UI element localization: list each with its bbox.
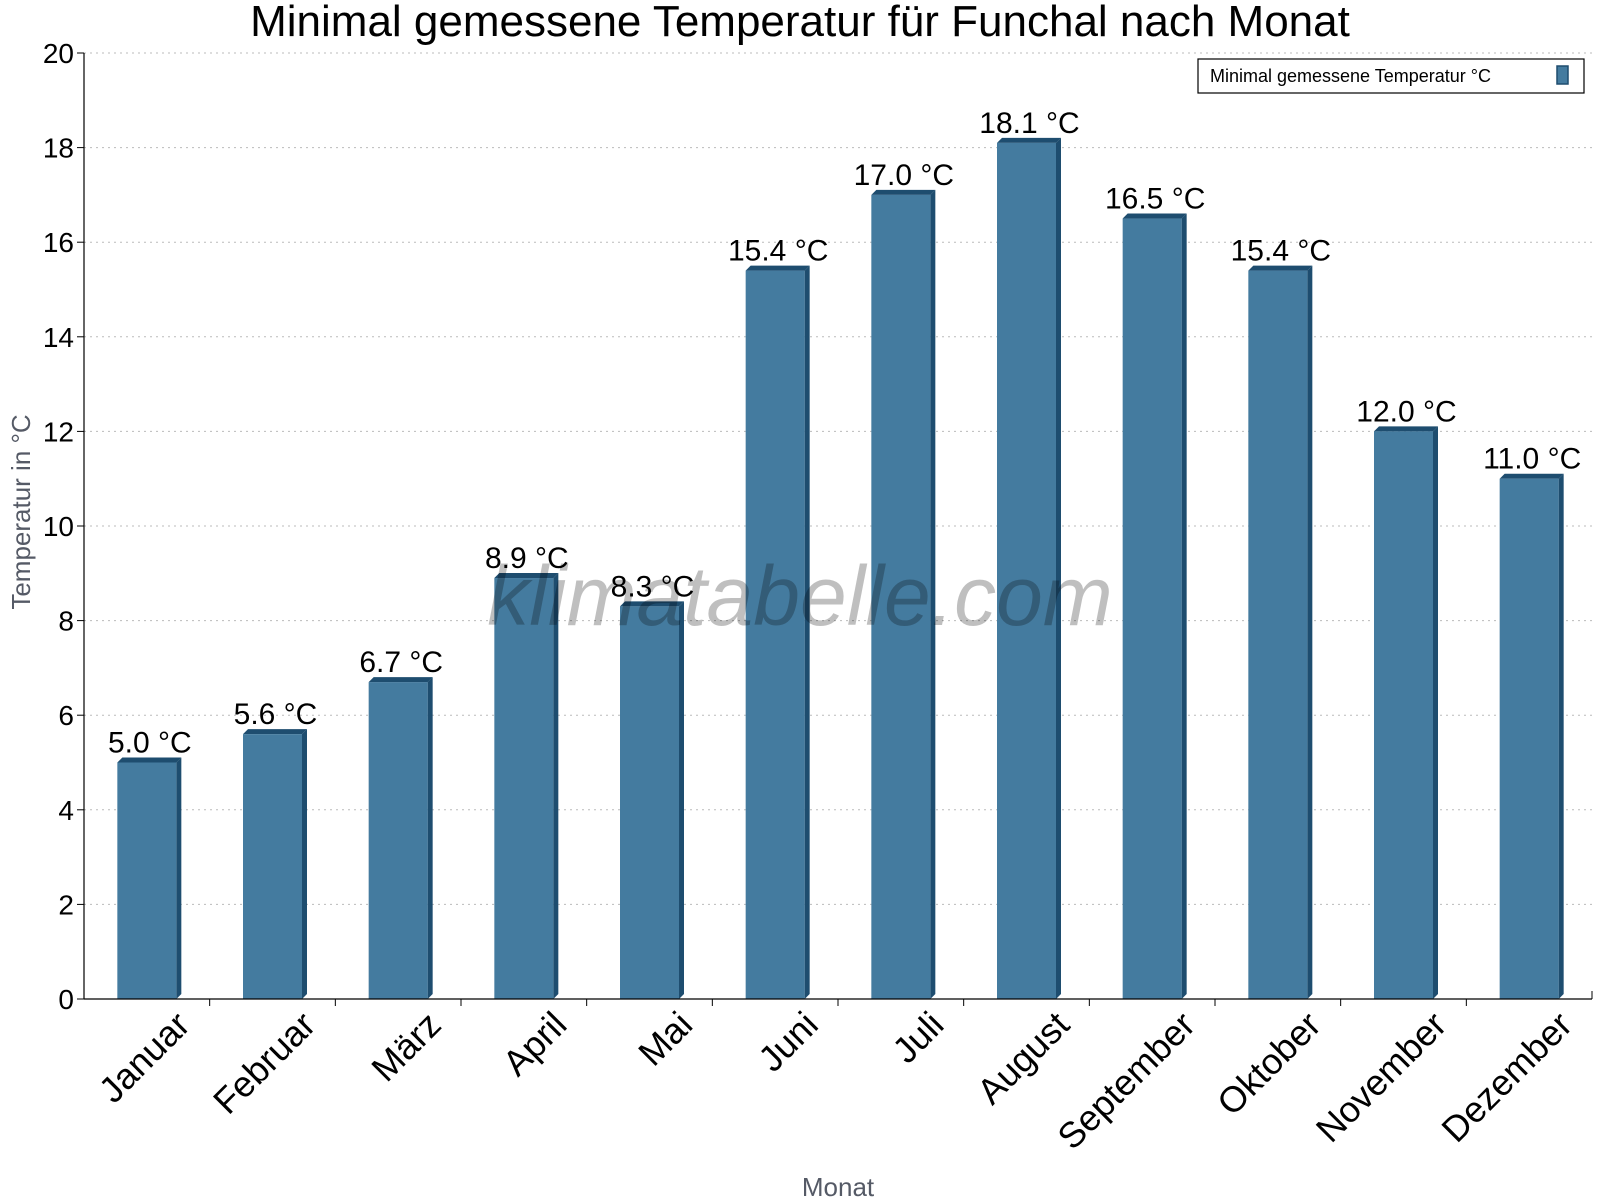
legend-label: Minimal gemessene Temperatur °C: [1210, 66, 1491, 86]
bar-front: [1374, 431, 1433, 999]
x-tick-label: November: [1308, 1004, 1454, 1150]
x-tick-label: August: [969, 1004, 1077, 1112]
bar-front: [1248, 270, 1308, 1000]
bar-oktober: [1248, 265, 1313, 1000]
bar-september: [1122, 213, 1187, 1000]
bar-top: [117, 757, 182, 763]
x-tick-label: Juli: [884, 1004, 951, 1071]
bar-top: [1248, 265, 1313, 271]
bar-top: [620, 601, 684, 607]
bar-dezember: [1499, 473, 1564, 999]
data-label: 16.5 °C: [1105, 183, 1205, 216]
x-tick-label: Dezember: [1433, 1004, 1579, 1150]
data-label: 12.0 °C: [1356, 395, 1456, 428]
bar-front: [1122, 218, 1182, 1000]
bar-front: [745, 270, 805, 1000]
bar-front: [620, 606, 679, 999]
bar-top: [1499, 473, 1564, 479]
x-axis-label: Monat: [802, 1172, 875, 1200]
axes: [77, 52, 1593, 1006]
bar-side: [1181, 213, 1187, 1000]
x-tick-label: September: [1049, 1004, 1203, 1158]
x-tick-label: Februar: [205, 1004, 323, 1122]
bar-top: [368, 677, 433, 683]
y-tick-label: 20: [43, 38, 74, 69]
bar-side: [1433, 426, 1438, 999]
bar-front: [368, 682, 428, 999]
y-tick-label: 8: [58, 606, 74, 637]
bar-märz: [368, 677, 433, 999]
bar-side: [176, 757, 182, 999]
y-tick-label: 16: [43, 227, 74, 258]
bar-juni: [745, 265, 810, 1000]
bar-top: [997, 137, 1061, 143]
bar-top: [1122, 213, 1187, 219]
x-tick-labels: Januar Februar März April Mai Juni Juli AugustS…: [91, 1004, 1580, 1158]
data-label: 18.1 °C: [979, 107, 1079, 140]
x-tick-label: April: [495, 1004, 575, 1084]
bar-top: [1374, 426, 1438, 432]
y-tick-labels: 0 2 4 6 8 10 12 14 16 18 20: [43, 38, 74, 1015]
y-tick-label: 10: [43, 511, 74, 542]
x-tick-label: Mai: [630, 1004, 700, 1074]
bar-top: [243, 729, 307, 735]
gridlines: [84, 52, 1592, 905]
bar-august: [997, 137, 1061, 999]
data-labels: 5.0 °C 5.6 °C 6.7 °C 8.9 °C 8.3 °C 15.4 °C 17.…: [108, 107, 1581, 760]
data-label: 5.6 °C: [234, 698, 318, 731]
bar-side: [1307, 265, 1313, 1000]
chart-title: Minimal gemessene Temperatur für Funchal…: [250, 0, 1350, 46]
bar-front: [997, 142, 1056, 999]
data-label: 15.4 °C: [1231, 235, 1331, 268]
bar-side: [1056, 137, 1061, 999]
bar-top: [871, 189, 936, 195]
bar-front: [117, 762, 177, 999]
bar-mai: [620, 601, 684, 999]
bar-front: [1499, 478, 1559, 999]
bar-top: [745, 265, 810, 271]
y-tick-label: 2: [58, 889, 74, 920]
bar-side: [427, 677, 433, 999]
data-label: 15.4 °C: [728, 235, 828, 268]
legend-box: [1197, 58, 1585, 94]
x-tick-label: März: [363, 1004, 449, 1090]
watermark: klimatabelle.com: [487, 549, 1113, 643]
y-tick-label: 14: [43, 322, 74, 353]
bar-januar: [117, 757, 182, 999]
data-label: 8.9 °C: [485, 542, 569, 575]
x-tick-label: Juni: [750, 1004, 826, 1080]
y-tick-label: 0: [58, 984, 74, 1015]
bar-side: [302, 729, 307, 999]
bar-juli: [871, 189, 936, 999]
bar-side: [930, 189, 936, 999]
bar-top: [494, 573, 559, 579]
bars: [117, 137, 1564, 1000]
bar-side: [553, 573, 559, 999]
data-label: 6.7 °C: [359, 646, 443, 679]
legend: Minimal gemessene Temperatur °C: [1197, 58, 1585, 94]
bar-side: [1558, 473, 1564, 999]
bar-side: [679, 601, 684, 999]
data-label: 11.0 °C: [1483, 443, 1581, 476]
bar-front: [494, 578, 554, 999]
y-tick-label: 4: [58, 795, 74, 826]
x-tick-label: Januar: [91, 1004, 198, 1111]
bar-november: [1374, 426, 1438, 999]
x-tick-label: Oktober: [1209, 1004, 1329, 1124]
legend-swatch: [1556, 65, 1569, 85]
bar-april: [494, 573, 559, 999]
bar-front: [243, 734, 302, 999]
y-tick-label: 18: [43, 133, 74, 164]
data-label: 17.0 °C: [854, 159, 954, 192]
bar-februar: [243, 729, 307, 999]
data-label: 8.3 °C: [611, 570, 695, 603]
y-tick-label: 6: [58, 700, 74, 731]
data-label: 5.0 °C: [108, 727, 192, 760]
bar-side: [804, 265, 810, 1000]
y-axis-label: Temperatur in °C: [6, 414, 36, 609]
bar-front: [871, 194, 931, 999]
y-tick-label: 12: [43, 416, 74, 447]
